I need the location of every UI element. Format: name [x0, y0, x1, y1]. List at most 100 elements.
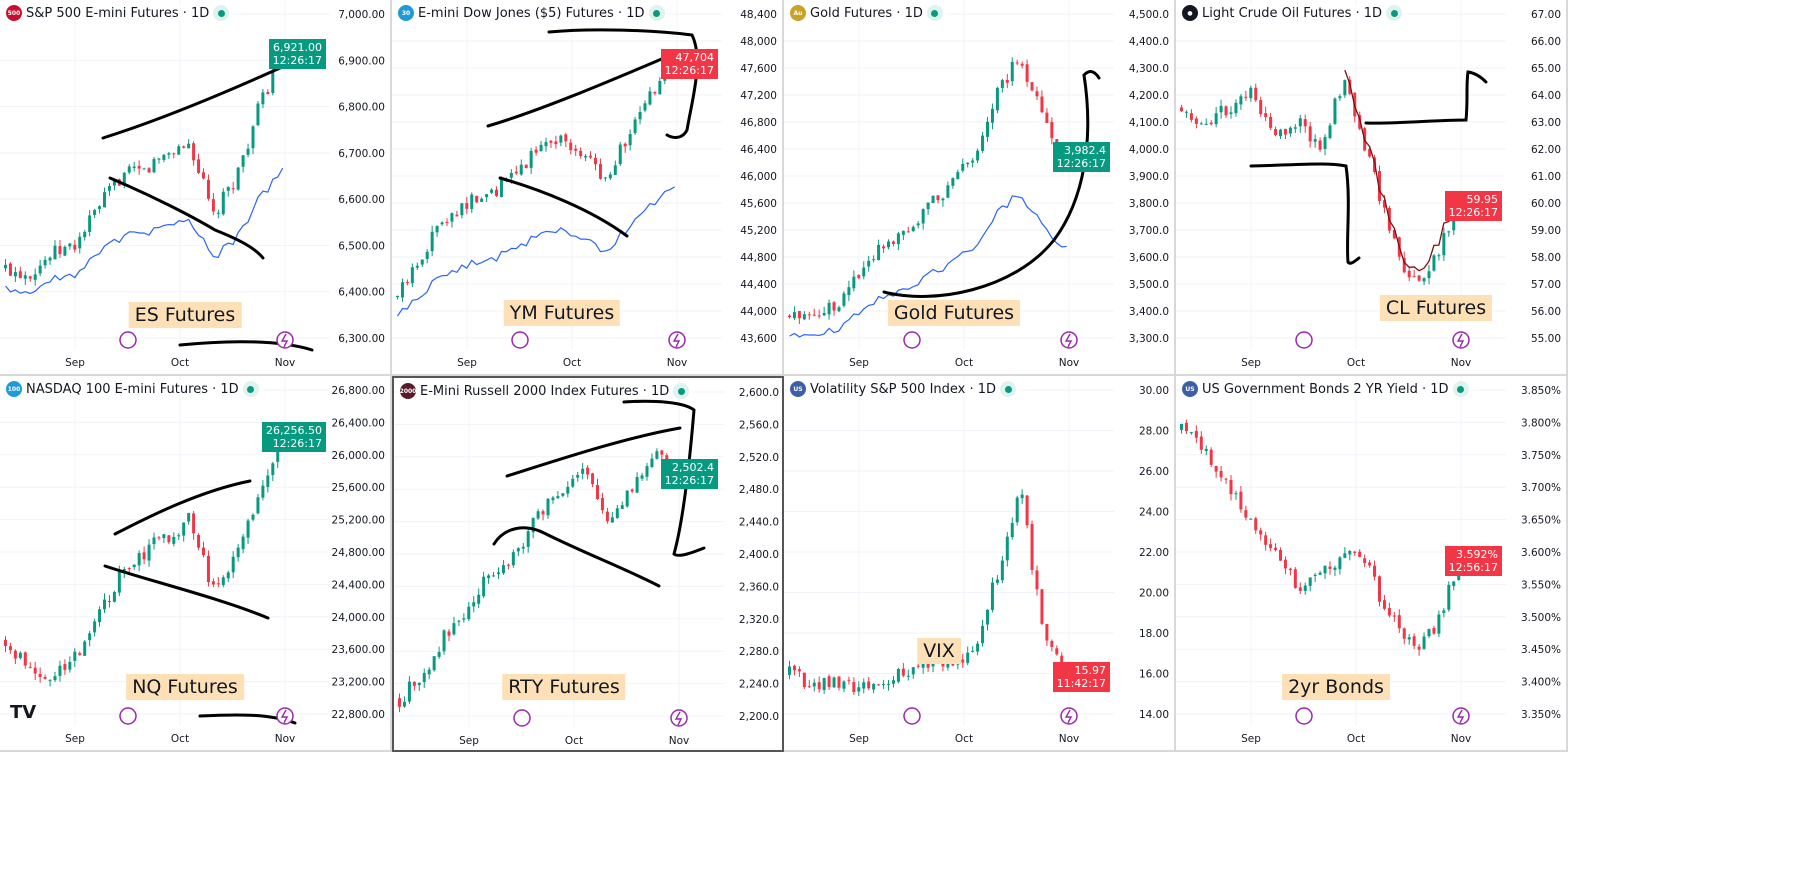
candle-body	[931, 195, 935, 204]
chart-title[interactable]: US Volatility S&P 500 Index · 1D	[790, 381, 1021, 397]
bar-countdown: 12:26:17	[1448, 206, 1498, 219]
chart-title[interactable]: 500 S&P 500 E-mini Futures · 1D	[6, 5, 234, 21]
candle-body	[1259, 100, 1263, 115]
candle-body	[445, 222, 449, 224]
candlestick-chart[interactable]: 26,800.00 26,400.00 26,000.00 25,600.00 25,2…	[0, 376, 392, 752]
candle-body	[231, 556, 235, 573]
candle-body	[615, 508, 619, 518]
candle-body	[1269, 544, 1273, 549]
x-tick-label: Nov	[669, 735, 690, 747]
chart-panel[interactable]: 30 E-mini Dow Jones ($5) Futures · 1D 48…	[392, 0, 784, 376]
chart-title[interactable]: US US Government Bonds 2 YR Yield · 1D	[1182, 381, 1473, 397]
candle-body	[28, 276, 32, 279]
candle-body	[956, 172, 960, 180]
text-annotation[interactable]: VIX	[917, 638, 961, 664]
candle-body	[18, 652, 22, 659]
chart-panel[interactable]: Au Gold Futures · 1D 4,500.0 4,400.0 4,300…	[784, 0, 1176, 376]
candle-body	[1343, 80, 1347, 96]
y-tick-label: 3.350%	[1521, 709, 1561, 721]
candle-body	[1407, 270, 1411, 278]
y-tick-label: 20.00	[1139, 588, 1169, 600]
candle-body	[857, 275, 861, 278]
candle-body	[1040, 589, 1044, 624]
replay-arrow-icon	[119, 707, 137, 725]
chart-title[interactable]: Au Gold Futures · 1D	[790, 5, 947, 21]
candle-body	[236, 547, 240, 558]
candle-body	[608, 174, 612, 179]
candlestick-chart[interactable]: 67.00 66.00 65.00 64.00 63.00 62.00 61.00 60.00…	[1176, 0, 1568, 376]
y-tick-label: 46,800	[740, 117, 777, 129]
candle-body	[132, 166, 136, 169]
last-price-label: 3,982.4 12:26:17	[1052, 141, 1110, 172]
candle-body	[516, 548, 520, 552]
y-tick-label: 3,800.0	[1129, 198, 1169, 210]
candle-body	[832, 302, 836, 311]
candle-body	[877, 244, 881, 261]
chart-panel[interactable]: US Volatility S&P 500 Index · 1D 30.00 28…	[784, 376, 1176, 752]
candle-body	[524, 164, 528, 169]
text-annotation[interactable]: NQ Futures	[126, 674, 244, 700]
replay-arrow-icon	[1295, 331, 1313, 349]
candle-body	[1387, 608, 1391, 616]
text-annotation[interactable]: YM Futures	[503, 300, 621, 326]
bar-countdown: 12:26:17	[664, 63, 714, 77]
candle-body	[440, 222, 444, 225]
candle-body	[412, 681, 416, 686]
candle-body	[266, 92, 270, 95]
chart-title[interactable]: 30 E-mini Dow Jones ($5) Futures · 1D	[398, 5, 669, 21]
candlestick-chart[interactable]: 2,600.0 2,560.0 2,520.0 2,480.0 2,440.0 2,400…	[394, 378, 784, 752]
candle-body	[961, 163, 965, 171]
y-tick-label: 44,400	[740, 279, 777, 291]
chart-title[interactable]: ● Light Crude Oil Futures · 1D	[1182, 5, 1407, 21]
candle-body	[638, 111, 642, 120]
candle-body	[802, 672, 806, 688]
candle-body	[1313, 574, 1317, 576]
chart-panel[interactable]: 100 NASDAQ 100 E-mini Futures · 1D 26,80…	[0, 376, 392, 752]
candle-body	[1015, 497, 1019, 523]
y-tick-label: 48,400	[740, 9, 777, 21]
y-tick-label: 44,000	[740, 306, 777, 318]
candle-body	[1363, 558, 1367, 564]
candle-body	[961, 659, 965, 663]
candlestick-chart[interactable]: 7,000.00 6,900.00 6,800.00 6,700.00 6,600.00…	[0, 0, 392, 376]
candle-body	[1348, 550, 1352, 555]
candle-body	[216, 583, 220, 585]
text-annotation[interactable]: RTY Futures	[502, 674, 626, 700]
candle-body	[182, 146, 186, 148]
chart-title[interactable]: 2000 E-Mini Russell 2000 Index Futures ·…	[400, 383, 694, 399]
candle-body	[485, 194, 489, 198]
chart-panel[interactable]: 500 S&P 500 E-mini Futures · 1D 7,000.00…	[0, 0, 392, 376]
text-annotation[interactable]: 2yr Bonds	[1282, 674, 1390, 700]
candle-body	[591, 473, 595, 485]
y-tick-label: 26,400.00	[332, 417, 385, 429]
candlestick-chart[interactable]: 4,500.0 4,400.0 4,300.0 4,200.0 4,100.0 4,000…	[784, 0, 1176, 376]
candle-body	[812, 314, 816, 316]
tradingview-logo[interactable]: TV	[10, 702, 37, 723]
candle-body	[1308, 126, 1312, 142]
chart-panel[interactable]: 2000 E-Mini Russell 2000 Index Futures ·…	[392, 376, 784, 752]
last-price-label: 26,256.50 12:26:17	[262, 422, 326, 453]
chart-panel[interactable]: US US Government Bonds 2 YR Yield · 1D 3…	[1176, 376, 1568, 752]
candle-body	[981, 625, 985, 644]
candlestick-chart[interactable]: 48,400 48,000 47,600 47,200 46,800 46,400 46,0…	[392, 0, 784, 376]
candle-body	[1204, 123, 1208, 125]
text-annotation[interactable]: CL Futures	[1379, 295, 1493, 321]
text-annotation[interactable]: Gold Futures	[887, 300, 1021, 326]
candle-body	[1338, 96, 1342, 99]
candle-body	[1000, 80, 1004, 89]
bar-countdown: 12:26:17	[1056, 156, 1106, 170]
candle-body	[1189, 432, 1193, 434]
y-tick-label: 4,500.0	[1129, 9, 1169, 21]
candle-body	[53, 245, 57, 260]
y-tick-label: 25,600.00	[332, 482, 385, 494]
moving-average-line	[5, 167, 284, 295]
candlestick-chart[interactable]: 30.00 28.00 26.00 24.00 22.00 20.00 18.00 16.00…	[784, 376, 1176, 752]
candle-body	[882, 246, 886, 249]
text-annotation[interactable]: ES Futures	[128, 302, 242, 328]
x-tick-label: Oct	[171, 357, 189, 369]
chart-title[interactable]: 100 NASDAQ 100 E-mini Futures · 1D	[6, 381, 263, 397]
y-tick-label: 3,500.0	[1129, 279, 1169, 291]
x-tick-label: Oct	[565, 735, 583, 747]
candle-body	[792, 312, 796, 319]
chart-panel[interactable]: ● Light Crude Oil Futures · 1D 67.00 66.0…	[1176, 0, 1568, 376]
